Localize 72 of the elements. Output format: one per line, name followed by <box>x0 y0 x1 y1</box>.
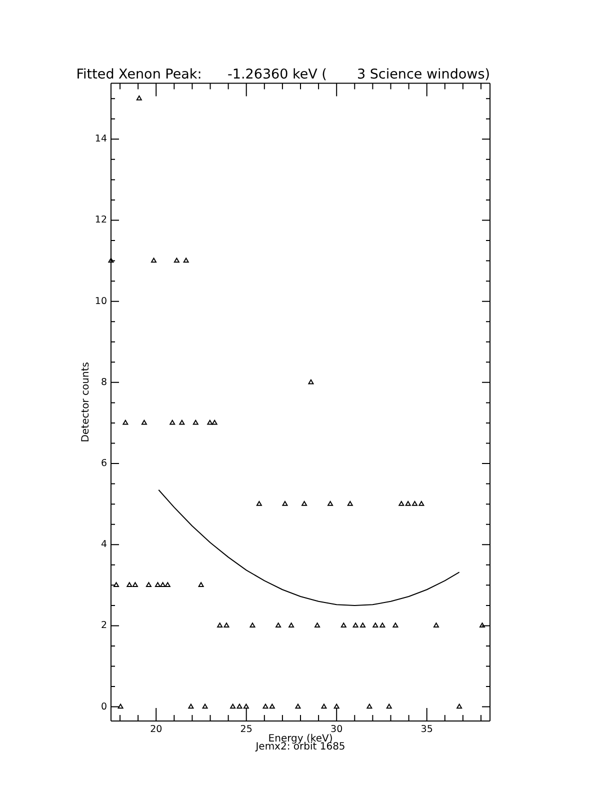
point <box>321 704 327 709</box>
point <box>262 704 268 709</box>
y-tick-label: 6 <box>100 458 107 469</box>
point <box>151 258 157 263</box>
y-tick-label: 14 <box>94 134 107 145</box>
point <box>170 420 176 425</box>
point <box>314 622 320 628</box>
point <box>198 582 204 587</box>
point <box>372 622 378 628</box>
y-tick-label: 8 <box>100 376 107 388</box>
point <box>126 582 132 587</box>
point <box>479 622 485 628</box>
point <box>380 622 386 628</box>
point <box>236 704 242 709</box>
point <box>224 622 230 628</box>
point <box>230 704 236 709</box>
point <box>269 704 275 709</box>
point <box>302 500 308 506</box>
point <box>243 704 249 709</box>
point <box>308 379 314 384</box>
point <box>392 622 398 628</box>
y-tick-label: 2 <box>100 620 107 632</box>
point <box>179 420 185 425</box>
point <box>360 622 366 628</box>
point <box>174 258 180 263</box>
y-tick-label: 10 <box>94 296 107 307</box>
point <box>160 582 166 587</box>
y-tick-label: 0 <box>100 701 107 712</box>
point <box>328 500 334 506</box>
point <box>456 704 462 709</box>
point <box>282 500 288 506</box>
point <box>202 704 208 709</box>
point <box>295 704 301 709</box>
point <box>188 704 194 709</box>
point <box>433 622 439 628</box>
x-tick-label: 30 <box>330 724 343 736</box>
point <box>334 704 340 709</box>
point <box>217 622 223 628</box>
point <box>340 622 346 628</box>
point <box>405 500 411 506</box>
point <box>146 582 152 587</box>
point <box>418 500 424 506</box>
point <box>122 420 128 425</box>
point <box>164 582 170 587</box>
y-tick-label: 4 <box>100 539 107 550</box>
y-axis-title: Detector counts <box>80 362 92 442</box>
point <box>132 582 138 587</box>
point <box>207 420 213 425</box>
point <box>347 500 353 506</box>
point <box>108 258 114 263</box>
point <box>288 622 294 628</box>
point <box>250 622 256 628</box>
point <box>154 582 160 587</box>
point <box>352 622 358 628</box>
chart-title: Fitted Xenon Peak: -1.26360 keV ( 3 Science windows) <box>76 66 490 83</box>
y-tick-label: 12 <box>94 214 107 226</box>
point <box>136 96 142 100</box>
point <box>366 704 372 709</box>
point <box>412 500 418 506</box>
point <box>276 622 282 628</box>
point <box>113 582 119 587</box>
point <box>183 258 189 263</box>
point <box>141 420 147 425</box>
point <box>118 704 124 709</box>
point <box>212 420 218 425</box>
point <box>192 420 198 425</box>
point <box>386 704 392 709</box>
x-tick-label: 25 <box>240 724 252 736</box>
x-tick-label: 35 <box>420 724 433 736</box>
x-tick-label: 20 <box>150 724 162 736</box>
point <box>398 500 404 506</box>
point <box>256 500 262 506</box>
